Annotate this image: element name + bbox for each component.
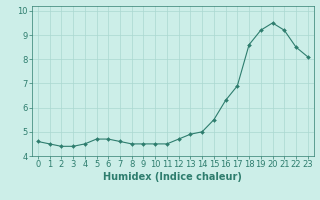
X-axis label: Humidex (Indice chaleur): Humidex (Indice chaleur) — [103, 172, 242, 182]
